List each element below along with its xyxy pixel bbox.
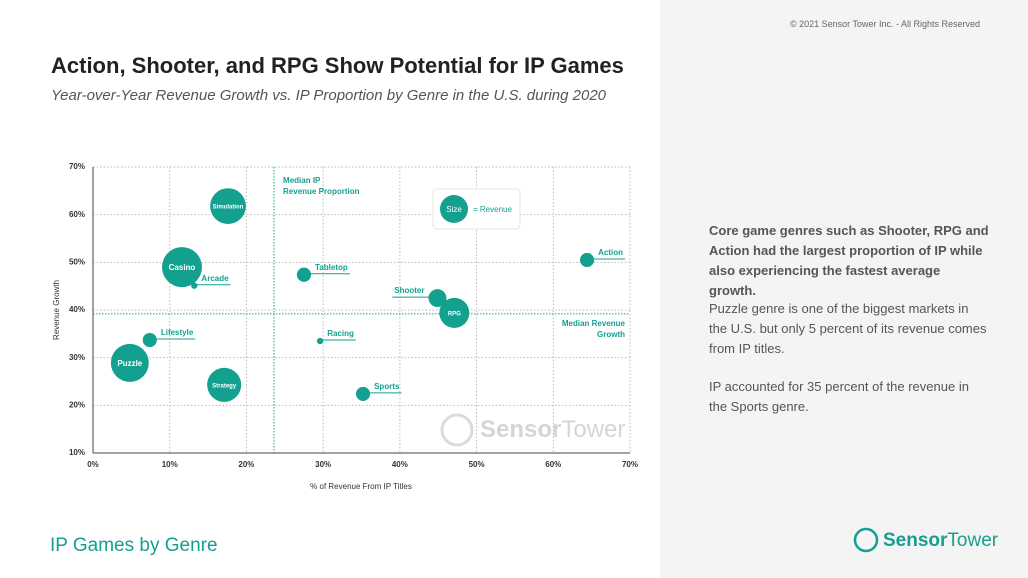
logo: SensorTower [853,527,999,553]
bubble [142,332,157,348]
legend: Size = Revenue [432,188,521,230]
x-tick-label: 30% [315,460,331,469]
side-panel: © 2021 Sensor Tower Inc. - All Rights Re… [660,0,1028,578]
logo-text: SensorTower [883,530,999,551]
bubble [210,188,246,224]
watermark-icon [440,413,474,447]
bubble [428,289,447,308]
median-label: Median IP [283,176,321,185]
x-tick-label: 0% [87,460,99,469]
y-tick-label: 20% [69,400,85,409]
y-tick-label: 30% [69,353,85,362]
bubble [207,367,242,402]
bubble-label: Simulation [213,205,244,211]
x-tick-label: 70% [622,460,638,469]
bubble [110,343,149,382]
watermark-text: SensorTower [480,416,625,443]
bubble-label: Sports [374,382,400,391]
y-tick-label: 70% [69,162,85,171]
brand-a: Sensor [883,530,948,551]
chart: Action, Shooter, and RPG Show Potential … [51,53,638,491]
median-label: Median Revenue [562,319,626,328]
bubble-label: Casino [169,263,196,272]
x-axis-label: % of Revenue From IP Titles [310,482,412,491]
y-tick-label: 50% [69,257,85,266]
legend-symbol-label: Size [446,205,462,214]
bubble-label: Tabletop [315,263,348,272]
brand-a: Sensor [480,416,561,443]
bubble [355,386,371,401]
brand-b: Tower [947,530,998,551]
y-tick-label: 60% [69,210,85,219]
bubble-label: Lifestyle [161,328,194,337]
bubble [316,337,324,345]
y-axis-label: Revenue Growth [52,280,61,340]
logo-icon [853,527,879,553]
footer: IP Games by Genre [50,535,218,556]
y-tick-label: 40% [69,305,85,314]
bubble-label: Racing [327,329,354,338]
note: Core game genres such as Shooter, RPG an… [709,223,989,298]
bubble-label: Arcade [201,274,229,283]
y-tick-label: 10% [69,448,85,457]
chart-title: Action, Shooter, and RPG Show Potential … [51,53,624,78]
bubble-label: Action [598,248,623,257]
legend-symbol [440,195,468,223]
bubble [161,247,202,288]
watermark: SensorTower [440,413,625,447]
x-tick-label: 40% [392,460,408,469]
median-label: Growth [597,330,625,339]
bubble-label: Puzzle [117,359,142,368]
bubble [579,252,595,268]
bubble [439,297,470,328]
x-tick-label: 10% [162,460,178,469]
x-tick-label: 20% [238,460,254,469]
note: Puzzle genre is one of the biggest marke… [709,301,987,356]
x-tick-label: 50% [469,460,485,469]
legend-label: = Revenue [473,205,512,214]
bubble-label: Strategy [212,383,237,389]
bubble-label: Shooter [394,286,424,295]
bubble [191,282,198,289]
median-label: Revenue Proportion [283,187,360,196]
brand-b: Tower [561,416,625,443]
bubble-label: RPG [448,311,461,317]
bubble [296,267,312,282]
copyright: © 2021 Sensor Tower Inc. - All Rights Re… [789,19,980,29]
x-tick-label: 60% [545,460,561,469]
chart-subtitle: Year-over-Year Revenue Growth vs. IP Pro… [51,87,607,104]
note: IP accounted for 35 percent of the reven… [709,379,969,414]
